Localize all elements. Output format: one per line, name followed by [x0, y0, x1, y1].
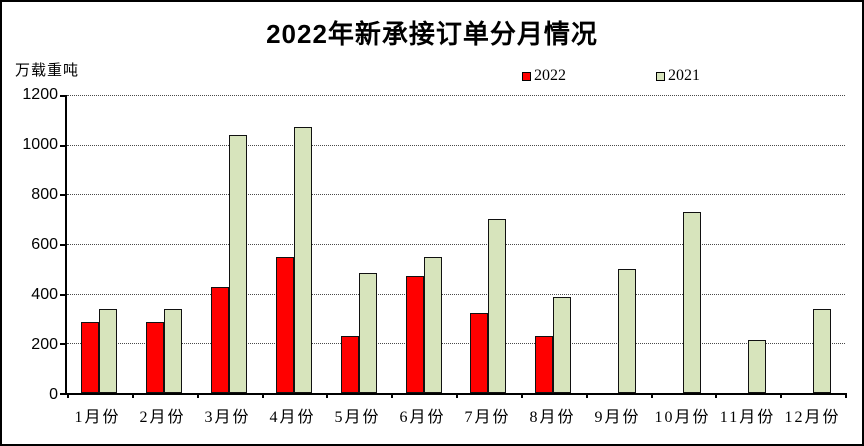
bar-2022-5月份: [340, 336, 359, 393]
bar-2021-12月份: [812, 309, 831, 393]
x-category-label: 2月份: [139, 409, 186, 426]
gridline-400: [67, 293, 845, 295]
x-category-label: 4月份: [269, 409, 316, 426]
bar-2021-6月份: [423, 256, 442, 393]
y-tick-mark: [60, 95, 66, 97]
bar-2021-8月份: [553, 296, 572, 393]
x-tick-mark: [845, 393, 847, 398]
legend-swatch-2021: [656, 71, 665, 81]
bar-2021-7月份: [488, 219, 507, 393]
legend-item-2022: 2022: [522, 67, 566, 85]
bar-2021-10月份: [682, 211, 701, 393]
bar-2022-1月份: [81, 322, 100, 393]
bar-group-3月份: [197, 95, 262, 393]
x-tick-mark: [520, 393, 523, 398]
bar-2021-5月份: [358, 272, 377, 393]
bar-group-11月份: [715, 95, 780, 393]
x-category-label: 9月份: [594, 409, 641, 426]
x-tick-mark: [261, 393, 264, 398]
bar-2022-4月份: [275, 257, 294, 393]
bar-2021-11月份: [747, 340, 766, 393]
chart-title: 2022年新承接订单分月情况: [266, 19, 598, 49]
x-category-label: 10月份: [654, 409, 711, 426]
bar-group-8月份: [521, 95, 586, 393]
y-axis-unit-label: 万载重吨: [15, 63, 80, 79]
gridline-800: [67, 194, 845, 196]
x-category-label: 3月份: [204, 409, 251, 426]
legend-label: 2021: [668, 67, 700, 84]
x-tick-mark: [456, 393, 458, 398]
bar-2021-4月份: [293, 127, 312, 393]
y-tick-mark: [60, 244, 66, 246]
gridline-1200: [67, 95, 845, 96]
y-tick-label: 400: [31, 286, 58, 303]
bar-2022-6月份: [405, 275, 424, 393]
bar-groups: [67, 95, 845, 393]
x-tick-mark: [780, 393, 783, 398]
y-tick-mark: [60, 343, 66, 346]
legend-label: 2022: [534, 67, 566, 84]
y-tick-mark: [60, 293, 66, 296]
x-category-label: 11月份: [719, 409, 776, 426]
x-tick-mark: [196, 393, 199, 398]
x-tick-mark: [391, 393, 394, 398]
bar-2021-1月份: [99, 309, 118, 393]
x-axis-labels: 1月份 2月份 3月份 4月份 5月份 6月份 7月份 8月份 9月份 10月份 11月份 12月份: [65, 403, 845, 427]
x-tick-mark: [715, 393, 718, 398]
x-category-label: 6月份: [399, 409, 446, 426]
x-category-label: 5月份: [334, 409, 381, 426]
y-tick-label: 800: [31, 186, 58, 203]
x-tick-mark: [585, 393, 588, 398]
bar-2022-7月份: [470, 312, 489, 393]
x-tick-mark: [131, 393, 134, 398]
x-category-label: 7月份: [464, 409, 511, 426]
x-category-label: 8月份: [529, 409, 576, 426]
x-tick-mark: [650, 393, 653, 398]
bar-2022-2月份: [146, 322, 165, 393]
y-tick-label: 1200: [22, 86, 58, 103]
bar-group-12月份: [780, 95, 845, 393]
y-tick-mark: [60, 144, 66, 147]
plot-area: [60, 95, 847, 398]
y-tick-label: 1000: [22, 136, 58, 153]
bar-group-2月份: [132, 95, 197, 393]
y-axis-labels: 0 200 400 600 800 1000 1200: [10, 86, 58, 403]
x-category-label: 12月份: [784, 409, 841, 426]
y-tick-label: 600: [31, 236, 58, 253]
y-tick-mark: [60, 194, 66, 197]
x-category-label: 1月份: [74, 409, 121, 426]
bar-group-1月份: [67, 95, 132, 393]
x-tick-mark: [326, 393, 329, 398]
bar-group-5月份: [326, 95, 391, 393]
bar-2021-9月份: [618, 269, 637, 393]
x-tick-mark: [67, 393, 69, 398]
bar-group-4月份: [261, 95, 326, 393]
bar-2021-2月份: [164, 308, 183, 393]
y-tick-mark: [60, 393, 66, 395]
gridline-600: [67, 244, 845, 245]
bar-group-6月份: [391, 95, 456, 393]
bar-group-10月份: [650, 95, 715, 393]
legend: 2022 2021: [522, 67, 700, 85]
bar-2022-3月份: [211, 286, 230, 393]
bar-group-7月份: [456, 95, 521, 393]
legend-swatch-2022: [522, 71, 531, 81]
gridline-1000: [67, 144, 845, 146]
y-tick-label: 0: [49, 386, 58, 403]
y-tick-label: 200: [31, 336, 58, 353]
gridline-200: [67, 343, 845, 345]
bar-group-9月份: [586, 95, 651, 393]
bar-2022-8月份: [535, 336, 554, 393]
legend-item-2021: 2021: [656, 67, 700, 85]
bar-2021-3月份: [229, 134, 248, 393]
